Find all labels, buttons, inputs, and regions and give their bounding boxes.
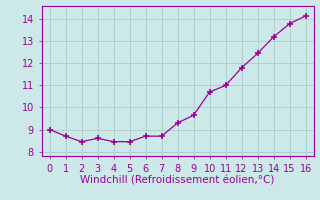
X-axis label: Windchill (Refroidissement éolien,°C): Windchill (Refroidissement éolien,°C) — [80, 175, 275, 185]
